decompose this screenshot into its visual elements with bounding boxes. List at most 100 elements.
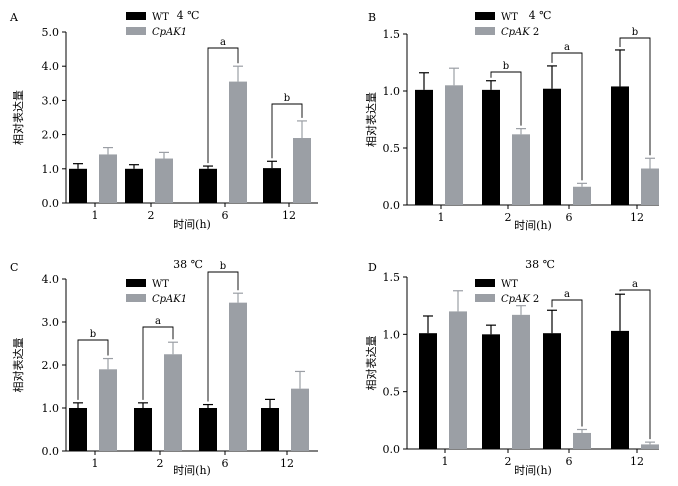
significance-label: b [284, 93, 290, 104]
bar-cpak [229, 81, 247, 203]
x-axis-label: 时间(h) [173, 218, 211, 231]
significance-label: a [155, 316, 161, 327]
legend-swatch [126, 294, 146, 302]
y-tick-label: 1.0 [383, 85, 401, 98]
bar-cpak [449, 311, 467, 449]
x-tick-label: 6 [222, 457, 229, 470]
x-tick-label: 2 [157, 457, 164, 470]
y-tick-label: 0.0 [383, 199, 401, 212]
y-axis-label: 相对表达量 [11, 90, 25, 145]
bar-wt [611, 330, 629, 449]
bar-wt [199, 168, 217, 203]
x-tick-label: 6 [566, 455, 573, 468]
legend-label: WT [152, 279, 169, 290]
bar-cpak [155, 158, 173, 203]
x-tick-label: 12 [630, 455, 644, 468]
bar-wt [125, 168, 143, 203]
panel-letter: D [368, 261, 377, 274]
legend-label-italic: CpAK1 [152, 294, 187, 305]
bar-wt [543, 333, 561, 449]
bar-wt [261, 408, 279, 451]
significance-bracket [207, 47, 239, 164]
x-tick-label: 1 [438, 211, 445, 224]
bar-wt [69, 168, 87, 203]
y-axis-label: 相对表达量 [364, 336, 378, 391]
x-tick-label: 12 [280, 457, 294, 470]
x-tick-label: 2 [505, 455, 512, 468]
y-tick-label: 3.0 [42, 316, 60, 329]
y-tick-label: 1.5 [383, 271, 401, 284]
bar-wt [611, 86, 629, 205]
legend-label-suffix: 2 [530, 27, 540, 38]
x-axis-label: 时间(h) [514, 219, 552, 232]
chart-title: 4 ℃ [529, 9, 552, 22]
significance-bracket [490, 71, 522, 126]
y-tick-label: 0.0 [42, 445, 60, 458]
y-tick-label: 1.0 [42, 163, 60, 176]
legend-swatch [475, 12, 495, 20]
y-axis-label: 相对表达量 [364, 92, 378, 147]
x-tick-label: 1 [92, 457, 99, 470]
bar-wt [134, 408, 152, 451]
significance-bracket [77, 339, 109, 400]
legend-swatch [475, 27, 495, 35]
legend-label-italic: CpAK1 [152, 27, 187, 38]
panel-letter: A [9, 11, 19, 24]
bar-cpak [291, 388, 309, 451]
chart-title: 38 ℃ [173, 258, 203, 271]
significance-label: a [564, 289, 570, 300]
legend-swatch [475, 279, 495, 287]
x-tick-label: 12 [630, 211, 644, 224]
legend-label: CpAK 2 [501, 294, 539, 305]
y-tick-label: 0.5 [383, 142, 401, 155]
chart-title: 4 ℃ [177, 9, 200, 22]
x-axis-label: 时间(h) [173, 464, 211, 477]
panel-letter: B [368, 11, 376, 24]
legend-swatch [475, 294, 495, 302]
panel-letter: C [10, 261, 18, 274]
y-tick-label: 3.0 [42, 94, 60, 107]
significance-label: b [90, 329, 96, 340]
x-tick-label: 2 [505, 211, 512, 224]
legend-label-italic: CpAK [501, 294, 530, 305]
x-tick-label: 12 [282, 209, 296, 222]
chart-title: 38 ℃ [525, 258, 555, 271]
y-axis-label: 相对表达量 [11, 338, 25, 393]
x-tick-label: 6 [566, 211, 573, 224]
x-axis-label: 时间(h) [514, 464, 552, 477]
bar-cpak [512, 314, 530, 449]
bar-wt [419, 333, 437, 449]
significance-bracket [551, 52, 583, 181]
bar-wt [482, 334, 500, 449]
bar-cpak [512, 134, 530, 205]
significance-bracket [142, 326, 174, 400]
y-tick-label: 0.0 [42, 197, 60, 210]
legend-label-suffix: 2 [530, 294, 540, 305]
bar-cpak [641, 168, 659, 205]
significance-label: b [632, 27, 638, 38]
bar-cpak [641, 444, 659, 449]
y-tick-label: 2.0 [42, 359, 60, 372]
significance-label: a [564, 42, 570, 53]
legend-swatch [126, 27, 146, 35]
x-tick-label: 2 [148, 209, 155, 222]
y-tick-label: 5.0 [42, 26, 60, 39]
bar-wt [263, 168, 281, 203]
x-tick-label: 1 [442, 455, 449, 468]
bar-cpak [99, 154, 117, 203]
legend-label: WT [501, 12, 518, 23]
legend-label-italic: CpAK [501, 27, 530, 38]
legend-label: CpAK1 [152, 27, 187, 38]
significance-label: b [503, 61, 509, 72]
bar-cpak [573, 186, 591, 205]
significance-bracket [619, 289, 651, 440]
significance-bracket [551, 299, 583, 427]
significance-label: a [632, 279, 638, 290]
bar-cpak [229, 302, 247, 451]
y-tick-label: 1.0 [383, 328, 401, 341]
y-tick-label: 2.0 [42, 129, 60, 142]
bar-cpak [573, 432, 591, 449]
